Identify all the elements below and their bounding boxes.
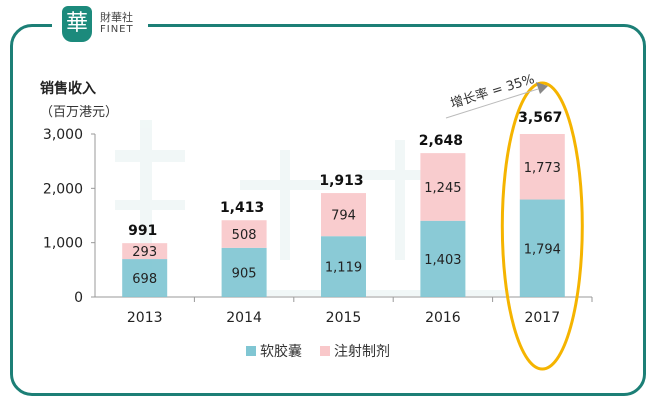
legend: 软胶囊 注射制剂	[246, 341, 390, 361]
logo-en: FINET	[100, 24, 134, 35]
bar-softgel	[420, 220, 466, 297]
watermark-stroke	[280, 150, 290, 260]
bar-value-label: 508	[232, 228, 257, 243]
x-tick-label: 2015	[326, 310, 362, 326]
y-tick-label: 3,000	[43, 127, 83, 143]
highlight-ellipse	[500, 81, 584, 371]
y-tick-label: 0	[74, 290, 83, 306]
watermark-stroke	[115, 200, 185, 210]
legend-label: 软胶囊	[260, 344, 302, 360]
chart-frame	[10, 24, 646, 396]
legend-item-softgel: 软胶囊	[246, 341, 302, 361]
y-tick-label: 1,000	[43, 236, 83, 252]
bar-injection	[321, 193, 366, 237]
watermark-stroke	[395, 140, 405, 260]
total-label: 2,648	[419, 133, 463, 149]
total-label: 991	[128, 223, 157, 239]
x-tick-label: 2014	[226, 310, 262, 326]
bar-injection	[420, 153, 466, 221]
bar-value-label: 293	[132, 245, 157, 260]
bar-value-label: 698	[132, 272, 157, 287]
x-tick-label: 2017	[524, 310, 560, 326]
watermark-logo	[115, 120, 510, 296]
bar-injection	[122, 243, 168, 260]
growth-arrow-line	[445, 88, 539, 119]
total-label: 1,413	[220, 200, 264, 216]
bar-value-label: 1,119	[325, 261, 362, 276]
legend-swatch	[246, 346, 256, 356]
bar-softgel	[221, 247, 267, 297]
bar-injection	[221, 220, 267, 248]
finet-logo-icon: 華	[62, 6, 92, 42]
bar-softgel	[321, 236, 366, 297]
legend-label: 注射制剂	[334, 344, 390, 360]
bar-value-label: 1,773	[524, 161, 561, 176]
bar-value-label: 1,245	[424, 181, 461, 196]
x-tick-label: 2016	[425, 310, 461, 326]
bar-softgel	[122, 259, 168, 297]
growth-arrow-head	[536, 82, 548, 94]
total-label: 1,913	[319, 173, 363, 189]
logo-cn: 財華社	[100, 11, 133, 24]
chart-title: 销售收入	[40, 81, 96, 97]
bar-value-label: 1,403	[424, 253, 461, 268]
bar-softgel	[519, 199, 565, 297]
legend-swatch	[320, 346, 330, 356]
logo-text: 財華社 FINET	[100, 12, 134, 36]
watermark-stroke	[250, 290, 510, 296]
bar-value-label: 1,794	[524, 242, 561, 257]
bar-value-label: 794	[331, 209, 356, 224]
y-axis-unit: （百万港元）	[40, 105, 119, 120]
bar-injection	[519, 134, 565, 200]
legend-item-injection: 注射制剂	[320, 341, 390, 361]
x-tick-label: 2013	[127, 310, 163, 326]
y-tick-label: 2,000	[43, 181, 83, 197]
watermark-stroke	[140, 120, 152, 270]
bar-value-label: 905	[232, 266, 257, 281]
growth-annotation: 增长率 = 35%	[448, 71, 536, 112]
total-label: 3,567	[518, 110, 562, 126]
